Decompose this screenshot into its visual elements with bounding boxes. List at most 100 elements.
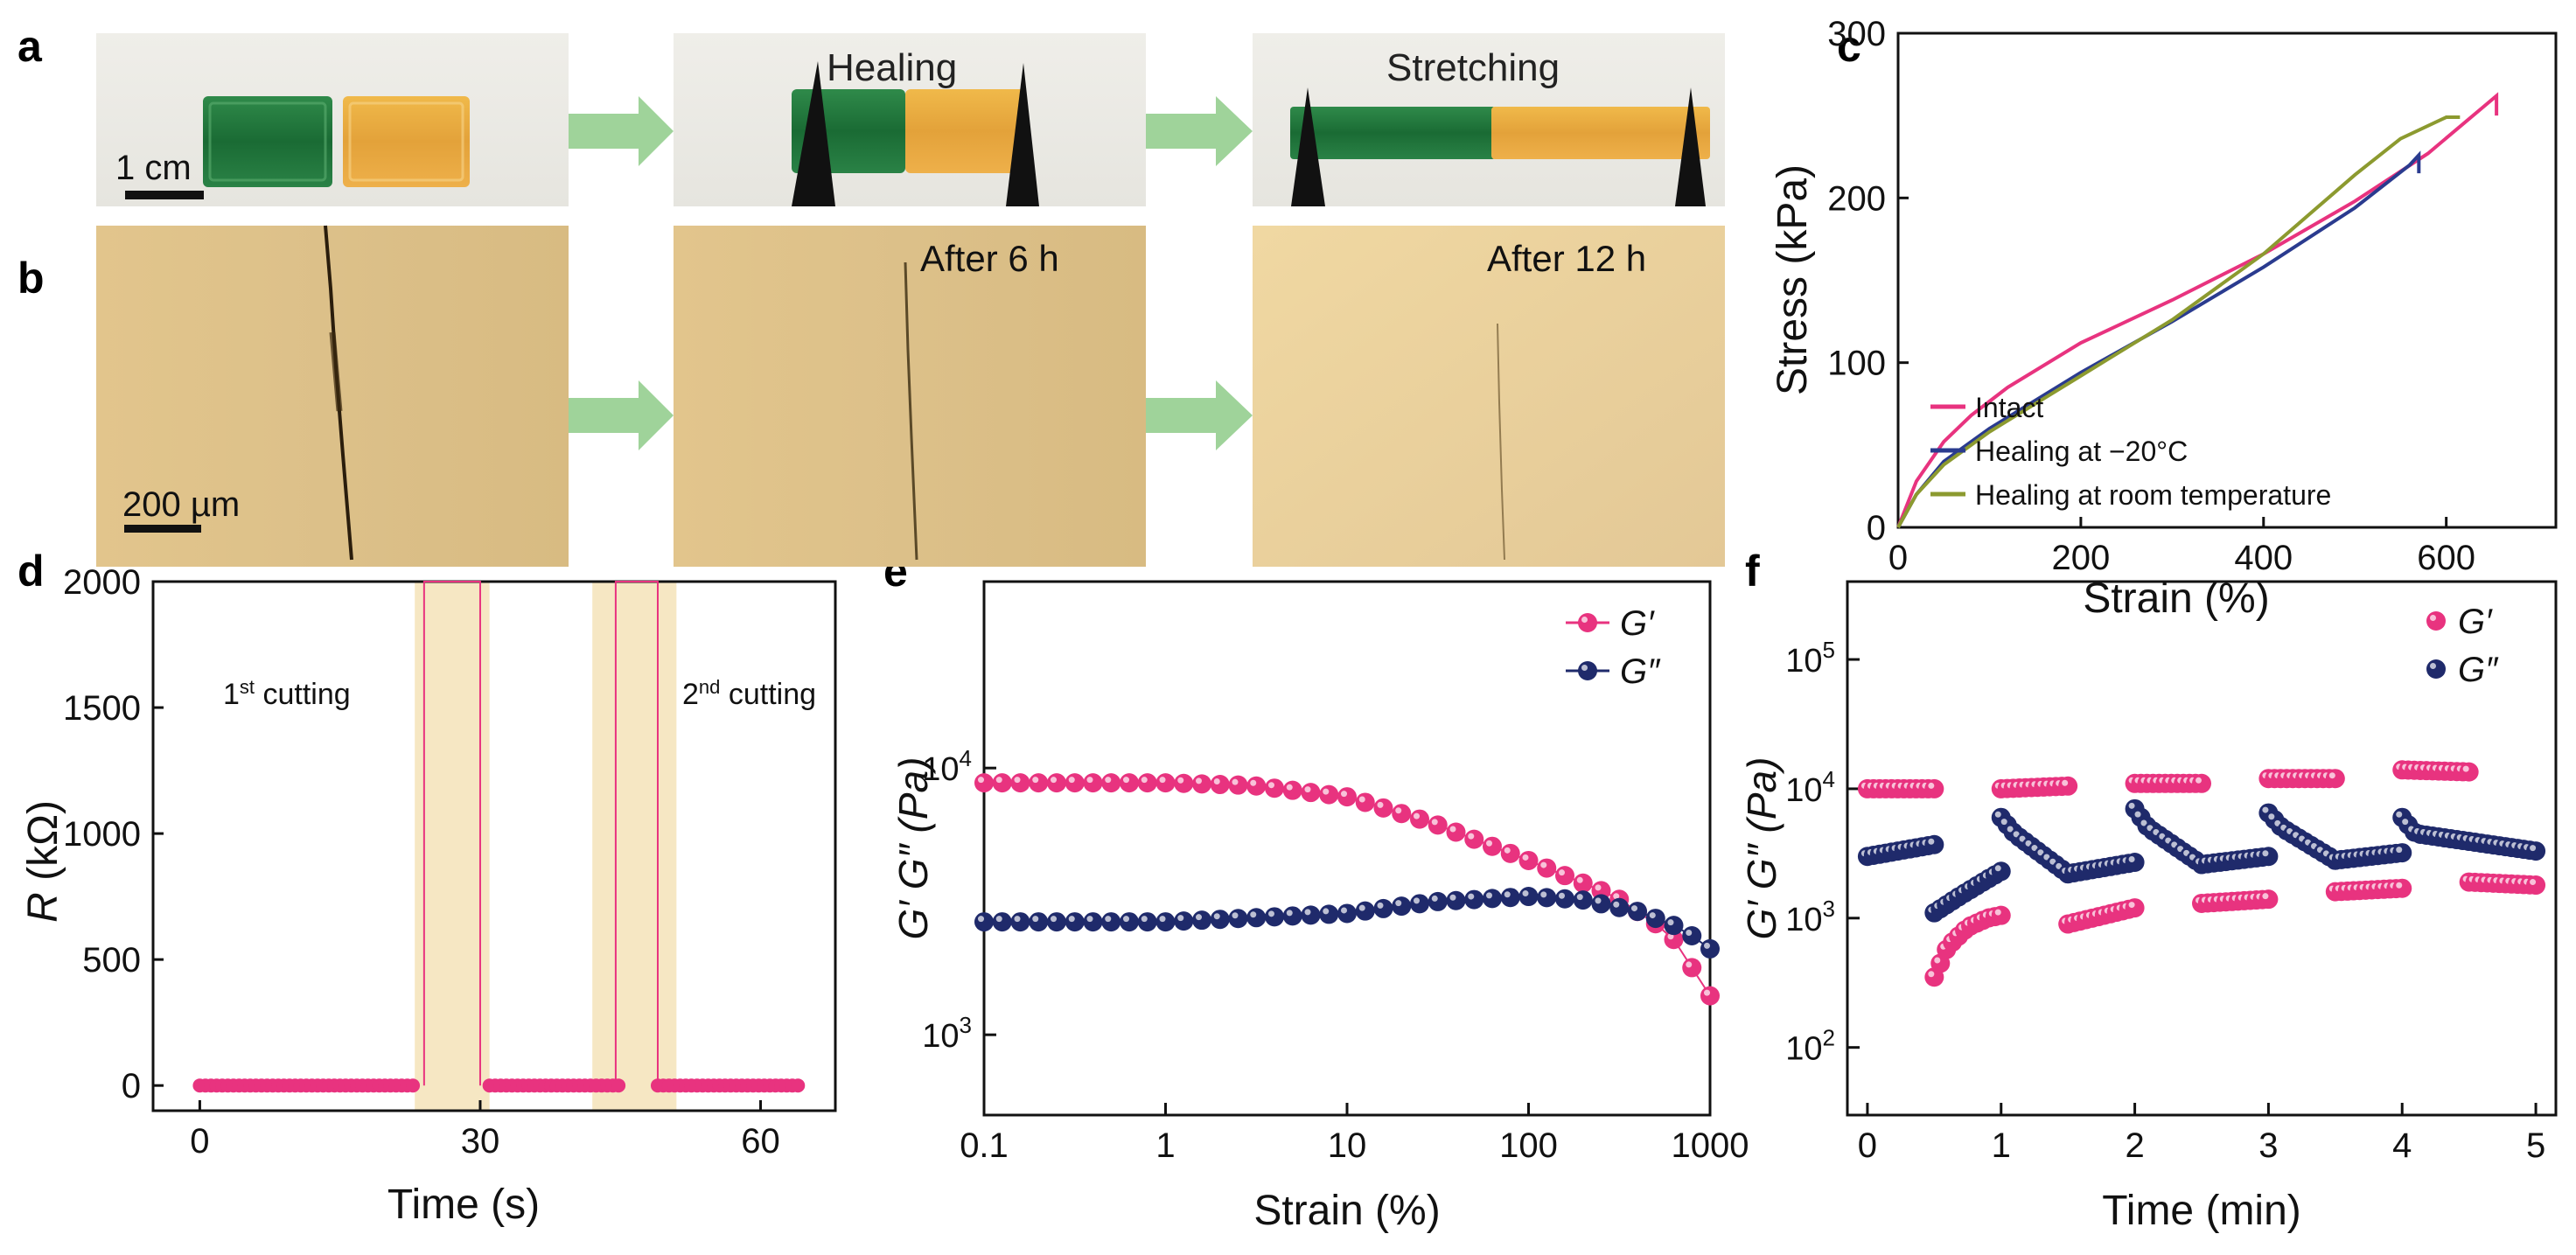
micrograph-after-6h: After 6 h <box>674 226 1146 567</box>
chart-e-point-1 <box>1464 889 1484 910</box>
chart-e-point-0-highlight <box>1123 777 1129 784</box>
panel-label-d: d <box>17 547 45 596</box>
chart-f-point-0-highlight <box>2396 882 2403 889</box>
chart-f-point-1-highlight <box>2396 811 2403 818</box>
chart-d-xtick-label: 30 <box>461 1122 500 1161</box>
chart-e-point-1 <box>1174 911 1194 931</box>
chart-e-point-0-highlight <box>1449 826 1456 833</box>
chart-f-frame <box>1846 580 2558 1117</box>
chart-e-point-0 <box>1301 783 1321 803</box>
chart-e-point-1-highlight <box>1631 905 1637 912</box>
chart-e-point-0-highlight <box>1377 801 1384 808</box>
chart-c-xtick-label: 600 <box>2417 539 2475 577</box>
chart-f-point-1 <box>1924 834 1944 854</box>
chart-f-ytick-label: 105 <box>1785 637 1835 680</box>
chart-e-point-1-highlight <box>1540 891 1547 898</box>
chart-e-point-0-highlight <box>1177 777 1184 784</box>
chart-e-legend-marker <box>1578 661 1597 680</box>
chart-e-point-0 <box>1120 773 1139 793</box>
chart-e-point-1-highlight <box>1358 904 1365 911</box>
chart-e-point-1 <box>1392 896 1412 917</box>
micrograph-after-12h: After 12 h <box>1253 226 1725 567</box>
chart-e-point-1-highlight <box>1123 916 1129 923</box>
chart-e-point-1-highlight <box>995 916 1002 923</box>
chart-e-point-0-highlight <box>1595 884 1602 891</box>
chart-d-shade-1 <box>415 582 490 1111</box>
chart-d-point <box>791 1078 806 1093</box>
chart-e-point-1-highlight <box>1395 900 1402 907</box>
chart-f-point-0-highlight <box>2196 777 2202 784</box>
chart-f-point-1-highlight <box>2031 845 2038 852</box>
chart-e-xtick-label: 100 <box>1499 1126 1558 1165</box>
chart-f-point-0 <box>2125 898 2145 918</box>
chart-f-point-0 <box>1924 778 1944 798</box>
label-healing: Healing <box>827 46 957 89</box>
chart-e-point-0 <box>1428 815 1448 835</box>
chart-e-point-0 <box>974 773 994 793</box>
chart-f-point-1-highlight <box>2262 850 2269 857</box>
chart-e-point-1-highlight <box>1486 892 1492 899</box>
chart-f-point-0-highlight <box>2462 765 2469 772</box>
chart-f-legend-marker <box>2426 659 2446 679</box>
chart-e-point-1 <box>992 912 1012 932</box>
chart-f-point-1-highlight <box>2128 856 2135 863</box>
chart-f-ytick-label: 103 <box>1785 896 1835 938</box>
chart-e-point-1 <box>1446 890 1466 910</box>
chart-e-point-0-highlight <box>1468 833 1475 840</box>
chart-e-point-1-highlight <box>1304 909 1311 916</box>
chart-e-point-1 <box>1337 903 1357 924</box>
chart-e-point-0 <box>1518 850 1539 870</box>
chart-e-legend-marker <box>1578 613 1597 632</box>
chart-e-point-1 <box>1537 888 1557 908</box>
chart-f-xtick-label: 3 <box>2258 1126 2278 1165</box>
chart-e-point-1 <box>1246 908 1267 928</box>
chart-e-point-1 <box>1120 912 1139 932</box>
chart-e-point-1-highlight <box>1051 916 1057 923</box>
chart-f-point-1-highlight <box>2000 819 2007 826</box>
chart-f-ylabel: G′ G″ (Pa) <box>1739 757 1784 940</box>
chart-e-point-1 <box>1609 897 1630 917</box>
chart-e-point-1 <box>1101 912 1121 932</box>
chart-e-point-1 <box>1282 906 1302 926</box>
chart-e-point-1 <box>1355 901 1375 921</box>
chart-e-point-1 <box>1591 894 1611 914</box>
chart-c: 0 200 400 600 0 100 200 300 Strain (%) Stress (… <box>1770 15 2558 622</box>
chart-e-point-0-highlight <box>1704 989 1710 996</box>
chart-e-point-0-highlight <box>1232 778 1239 785</box>
chart-e-point-0 <box>1282 780 1302 800</box>
chart-e-point-1 <box>1155 912 1176 932</box>
scale-label-200um: 200 µm <box>122 485 240 524</box>
chart-e-xtick-label: 1000 <box>1672 1126 1749 1165</box>
label-after-12h: After 12 h <box>1487 238 1646 279</box>
chart-f-point-1-highlight <box>2140 819 2147 826</box>
chart-e-point-0-highlight <box>1032 777 1039 784</box>
chart-e-point-1 <box>1518 887 1539 907</box>
chart-f-point-1-highlight <box>2268 813 2275 820</box>
chart-e-point-0 <box>1373 798 1393 818</box>
chart-e-point-1-highlight <box>1105 916 1112 923</box>
chart-e-point-0-highlight <box>1051 777 1057 784</box>
chart-f-point-0 <box>2325 769 2345 789</box>
chart-d-shade-2 <box>592 582 677 1111</box>
chart-e-point-0 <box>1047 773 1066 793</box>
chart-c-xlabel: Strain (%) <box>2083 575 2269 622</box>
chart-e-point-1-highlight <box>1196 914 1202 921</box>
chart-d-ytick-label: 0 <box>122 1067 141 1105</box>
chart-e-point-1-highlight <box>1250 911 1257 918</box>
arrow-a1 <box>569 96 674 166</box>
chart-d: 0 30 60 0 500 1000 1500 2000 1st cutting 2nd cu… <box>20 563 837 1228</box>
chart-e-point-1-highlight <box>1377 902 1384 909</box>
panel-label-c: c <box>1837 22 1861 71</box>
chart-f-point-0-highlight <box>1928 971 1935 978</box>
chart-e-point-0-highlight <box>1358 796 1365 803</box>
chart-e-point-0 <box>1682 958 1702 978</box>
chart-e-point-1 <box>1428 891 1448 911</box>
chart-e-point-0 <box>1355 792 1375 812</box>
chart-e-point-0 <box>1137 773 1157 793</box>
chart-e-point-0 <box>1573 873 1593 893</box>
chart-e-point-0-highlight <box>1213 778 1220 785</box>
scale-bar-1cm <box>125 191 204 199</box>
chart-f-point-0-highlight <box>2128 902 2135 909</box>
chart-e-point-0-highlight <box>1576 876 1583 883</box>
chart-e-point-1 <box>1373 898 1393 918</box>
